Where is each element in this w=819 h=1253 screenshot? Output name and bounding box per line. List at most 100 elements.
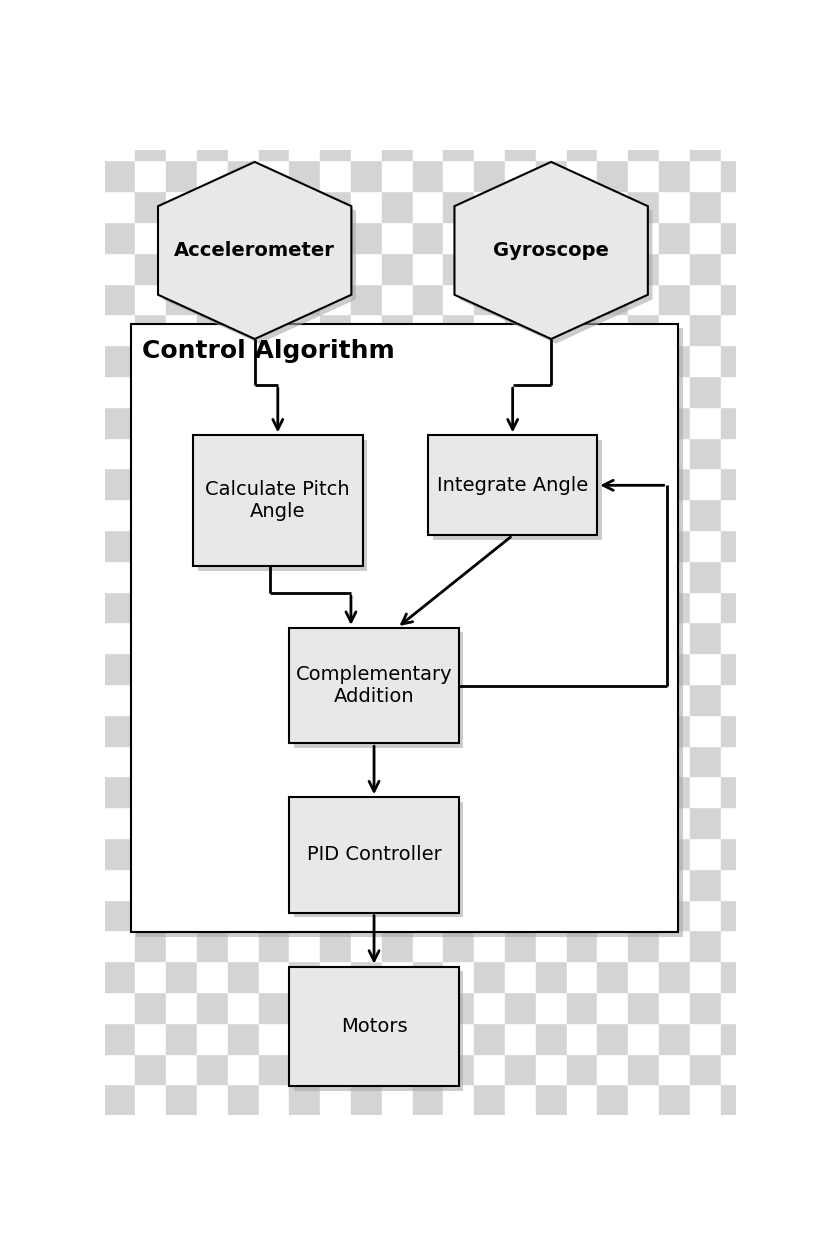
Bar: [689, 160, 720, 192]
Bar: [473, 561, 505, 591]
Bar: [166, 437, 197, 469]
Bar: [319, 499, 351, 530]
Bar: [228, 992, 258, 1022]
Bar: [627, 900, 658, 931]
Bar: [566, 714, 596, 746]
Bar: [473, 1054, 505, 1084]
Bar: [166, 777, 197, 807]
Bar: [443, 1022, 473, 1054]
Bar: [720, 222, 750, 253]
Bar: [135, 838, 166, 868]
Bar: [596, 437, 627, 469]
Bar: [505, 561, 535, 591]
Bar: [289, 469, 319, 499]
Polygon shape: [454, 162, 647, 340]
Bar: [473, 714, 505, 746]
Bar: [750, 407, 781, 437]
Bar: [382, 530, 412, 561]
Bar: [750, 684, 781, 714]
Bar: [166, 1054, 197, 1084]
Bar: [166, 653, 197, 684]
Bar: [197, 345, 228, 376]
Bar: [319, 653, 351, 684]
Bar: [289, 1084, 319, 1115]
Bar: [197, 900, 228, 931]
Bar: [382, 1054, 412, 1084]
Bar: [720, 992, 750, 1022]
Bar: [627, 129, 658, 160]
Bar: [535, 283, 566, 315]
Bar: [135, 777, 166, 807]
Bar: [505, 1084, 535, 1115]
Bar: [443, 653, 473, 684]
Bar: [166, 900, 197, 931]
Bar: [443, 714, 473, 746]
Bar: [258, 437, 289, 469]
Bar: [412, 807, 443, 838]
Bar: [412, 623, 443, 653]
Bar: [596, 499, 627, 530]
Bar: [443, 961, 473, 992]
Bar: [505, 283, 535, 315]
Bar: [294, 971, 463, 1090]
Bar: [166, 499, 197, 530]
Bar: [412, 714, 443, 746]
Bar: [566, 653, 596, 684]
Bar: [720, 283, 750, 315]
Text: Integrate Angle: Integrate Angle: [437, 476, 587, 495]
Bar: [319, 407, 351, 437]
Bar: [505, 499, 535, 530]
Bar: [596, 376, 627, 407]
Bar: [566, 838, 596, 868]
Bar: [689, 530, 720, 561]
Bar: [319, 591, 351, 623]
Bar: [228, 192, 258, 222]
Text: Calculate Pitch
Angle: Calculate Pitch Angle: [206, 480, 350, 521]
Bar: [412, 376, 443, 407]
Bar: [535, 1022, 566, 1054]
Bar: [289, 160, 319, 192]
Bar: [289, 499, 319, 530]
Bar: [412, 160, 443, 192]
Bar: [135, 591, 166, 623]
Bar: [658, 499, 689, 530]
Bar: [382, 1084, 412, 1115]
Bar: [432, 440, 601, 540]
Bar: [412, 591, 443, 623]
Bar: [535, 469, 566, 499]
Bar: [135, 376, 166, 407]
Bar: [596, 777, 627, 807]
Bar: [596, 530, 627, 561]
Bar: [197, 129, 228, 160]
Bar: [750, 530, 781, 561]
Bar: [658, 160, 689, 192]
Bar: [750, 160, 781, 192]
Bar: [689, 1084, 720, 1115]
Bar: [596, 684, 627, 714]
Bar: [505, 931, 535, 961]
Bar: [228, 407, 258, 437]
Bar: [319, 469, 351, 499]
Bar: [197, 561, 228, 591]
Bar: [135, 530, 166, 561]
Bar: [535, 992, 566, 1022]
Bar: [627, 222, 658, 253]
Bar: [166, 469, 197, 499]
Bar: [319, 253, 351, 283]
Bar: [258, 469, 289, 499]
Bar: [351, 129, 382, 160]
Bar: [197, 591, 228, 623]
Bar: [197, 807, 228, 838]
Bar: [382, 992, 412, 1022]
Bar: [566, 623, 596, 653]
Bar: [689, 499, 720, 530]
Bar: [135, 961, 166, 992]
Bar: [166, 684, 197, 714]
Bar: [566, 1022, 596, 1054]
Bar: [535, 345, 566, 376]
Bar: [505, 714, 535, 746]
Bar: [658, 653, 689, 684]
Bar: [289, 623, 319, 653]
Bar: [104, 653, 135, 684]
Bar: [535, 160, 566, 192]
